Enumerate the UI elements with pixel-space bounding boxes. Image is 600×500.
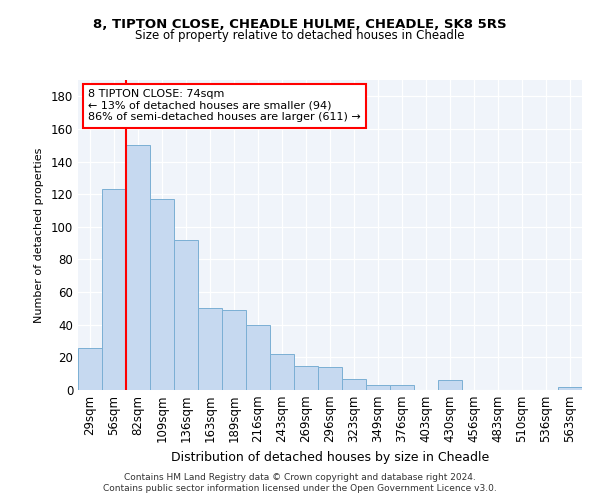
Bar bbox=[246, 324, 270, 390]
Text: Size of property relative to detached houses in Cheadle: Size of property relative to detached ho… bbox=[135, 29, 465, 42]
Bar bbox=[198, 308, 222, 390]
Bar bbox=[558, 386, 582, 390]
Bar bbox=[390, 385, 414, 390]
Text: 8, TIPTON CLOSE, CHEADLE HULME, CHEADLE, SK8 5RS: 8, TIPTON CLOSE, CHEADLE HULME, CHEADLE,… bbox=[93, 18, 507, 30]
Bar bbox=[342, 378, 366, 390]
Y-axis label: Number of detached properties: Number of detached properties bbox=[34, 148, 44, 322]
Bar bbox=[102, 190, 126, 390]
Bar bbox=[270, 354, 294, 390]
Text: Contains public sector information licensed under the Open Government Licence v3: Contains public sector information licen… bbox=[103, 484, 497, 493]
Text: 8 TIPTON CLOSE: 74sqm
← 13% of detached houses are smaller (94)
86% of semi-deta: 8 TIPTON CLOSE: 74sqm ← 13% of detached … bbox=[88, 90, 361, 122]
Bar bbox=[318, 367, 342, 390]
Bar bbox=[78, 348, 102, 390]
Bar bbox=[294, 366, 318, 390]
Bar bbox=[438, 380, 462, 390]
Bar bbox=[150, 199, 174, 390]
Bar bbox=[126, 146, 150, 390]
X-axis label: Distribution of detached houses by size in Cheadle: Distribution of detached houses by size … bbox=[171, 451, 489, 464]
Bar bbox=[174, 240, 198, 390]
Bar bbox=[222, 310, 246, 390]
Bar bbox=[366, 385, 390, 390]
Text: Contains HM Land Registry data © Crown copyright and database right 2024.: Contains HM Land Registry data © Crown c… bbox=[124, 472, 476, 482]
